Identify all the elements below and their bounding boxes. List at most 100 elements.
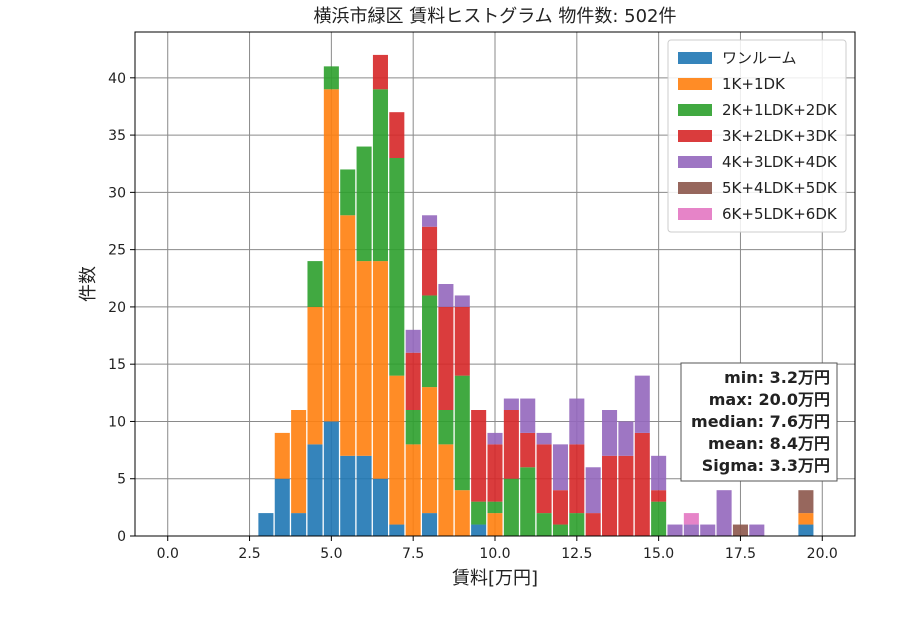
legend-box [667, 39, 847, 233]
bar-segment-series-1 [340, 215, 356, 456]
bar-segment-series-1 [372, 261, 388, 479]
legend: ワンルーム 1K+1DK 2K+1LDK+2DK 3K+2LDK+3DK 4K+3LDK… [667, 39, 847, 233]
bar-segment-series-2 [356, 146, 372, 262]
bar-segment-series-0 [323, 421, 339, 536]
bar-segment-series-0 [307, 444, 323, 536]
bar-segment-series-3 [536, 444, 552, 514]
legend-label: ワンルーム [722, 49, 797, 67]
y-tick-label: 5 [117, 472, 126, 488]
bar-segment-series-4 [618, 421, 634, 456]
y-tick-label: 40 [108, 71, 126, 87]
legend-swatch [678, 130, 712, 142]
bar-segment-series-3 [618, 455, 634, 536]
bar-segment-series-2 [569, 513, 585, 536]
bar-segment-series-3 [372, 54, 388, 90]
legend-label: 3K+2LDK+3DK [722, 127, 838, 145]
bar-segment-series-2 [405, 410, 421, 445]
bar-segment-series-3 [602, 455, 618, 536]
stats-line: Sigma: 3.3万円 [702, 456, 830, 475]
bar-segment-series-2 [372, 89, 388, 262]
legend-label: 2K+1LDK+2DK [722, 101, 838, 119]
x-tick-label: 0.0 [157, 546, 179, 562]
bar-segment-series-4 [552, 444, 568, 491]
bar-segment-series-4 [520, 398, 536, 433]
bar-segment-series-0 [798, 524, 814, 536]
stats-box-border [680, 362, 838, 482]
y-tick-label: 30 [108, 185, 126, 201]
bar-segment-series-0 [291, 513, 307, 536]
bar-segment-series-4 [569, 398, 585, 445]
bar-segment-series-4 [536, 432, 552, 445]
bar-segment-series-4 [454, 295, 470, 307]
x-tick-label: 10.0 [479, 546, 510, 562]
bar-segment-series-1 [422, 387, 438, 514]
legend-label: 4K+3LDK+4DK [722, 153, 838, 171]
x-tick-label: 15.0 [643, 546, 674, 562]
bar-segment-series-0 [274, 478, 290, 536]
bar-segment-series-3 [569, 444, 585, 514]
x-tick-label: 20.0 [807, 546, 838, 562]
bar-segment-series-3 [438, 306, 454, 410]
legend-swatch [678, 52, 712, 64]
bar-segment-series-4 [700, 524, 716, 536]
bar-segment-series-4 [683, 524, 699, 536]
bar-segment-series-0 [356, 455, 372, 536]
bar-segment-series-0 [372, 478, 388, 536]
legend-swatch [678, 104, 712, 116]
bar-segment-series-4 [749, 524, 765, 536]
bar-segment-series-3 [651, 490, 667, 502]
bar-segment-series-1 [356, 261, 372, 456]
legend-label: 5K+4LDK+5DK [722, 179, 838, 197]
bar-segment-series-1 [389, 375, 405, 525]
x-tick-label: 2.5 [238, 546, 260, 562]
bar-segment-series-2 [471, 501, 487, 525]
bar-segment-series-3 [520, 432, 536, 468]
y-axis-label: 件数 [78, 266, 99, 302]
stats-line: median: 7.6万円 [691, 412, 830, 431]
bar-segment-series-4 [585, 467, 601, 514]
y-tick-label: 25 [108, 243, 126, 259]
bar-segment-series-0 [422, 513, 438, 536]
legend-swatch [678, 208, 712, 220]
stats-line: min: 3.2万円 [724, 368, 830, 387]
y-tick-label: 0 [117, 529, 126, 545]
bar-segment-series-4 [651, 455, 667, 491]
bar-segment-series-1 [323, 89, 339, 422]
chart-title: 横浜市緑区 賃料ヒストグラム 物件数: 502件 [313, 6, 676, 27]
bar-segment-series-3 [503, 410, 519, 479]
bar-segment-series-3 [487, 444, 503, 502]
x-tick-label: 12.5 [561, 546, 592, 562]
bar-segment-series-4 [438, 284, 454, 307]
bar-segment-series-2 [389, 158, 405, 376]
bar-segment-series-2 [323, 66, 339, 90]
bar-segment-series-3 [422, 226, 438, 296]
bar-segment-series-2 [503, 478, 519, 536]
bar-segment-series-2 [552, 524, 568, 536]
bar-segment-series-3 [634, 432, 650, 536]
bar-segment-series-6 [683, 513, 699, 525]
bar-segment-series-0 [340, 455, 356, 536]
bar-segment-series-1 [291, 410, 307, 514]
y-tick-label: 15 [108, 357, 126, 373]
legend-label: 1K+1DK [722, 75, 786, 93]
bar-segment-series-0 [389, 524, 405, 536]
bar-segment-series-2 [340, 169, 356, 216]
bar-segment-series-0 [258, 513, 274, 536]
x-tick-label: 5.0 [320, 546, 342, 562]
x-axis-ticks: 0.0 2.5 5.0 7.5 10.0 12.5 15.0 17.5 20.0 [157, 536, 838, 562]
bars [258, 54, 814, 536]
bar-segment-series-1 [438, 444, 454, 536]
stats-line: max: 20.0万円 [709, 390, 830, 409]
x-tick-label: 17.5 [725, 546, 756, 562]
bar-segment-series-3 [454, 306, 470, 376]
bar-segment-series-4 [422, 215, 438, 227]
bar-segment-series-2 [422, 295, 438, 388]
y-tick-label: 35 [108, 128, 126, 144]
bar-segment-series-3 [405, 352, 421, 410]
bar-segment-series-1 [274, 432, 290, 479]
x-tick-label: 7.5 [402, 546, 424, 562]
bar-segment-series-2 [651, 501, 667, 536]
bar-segment-series-2 [307, 261, 323, 307]
